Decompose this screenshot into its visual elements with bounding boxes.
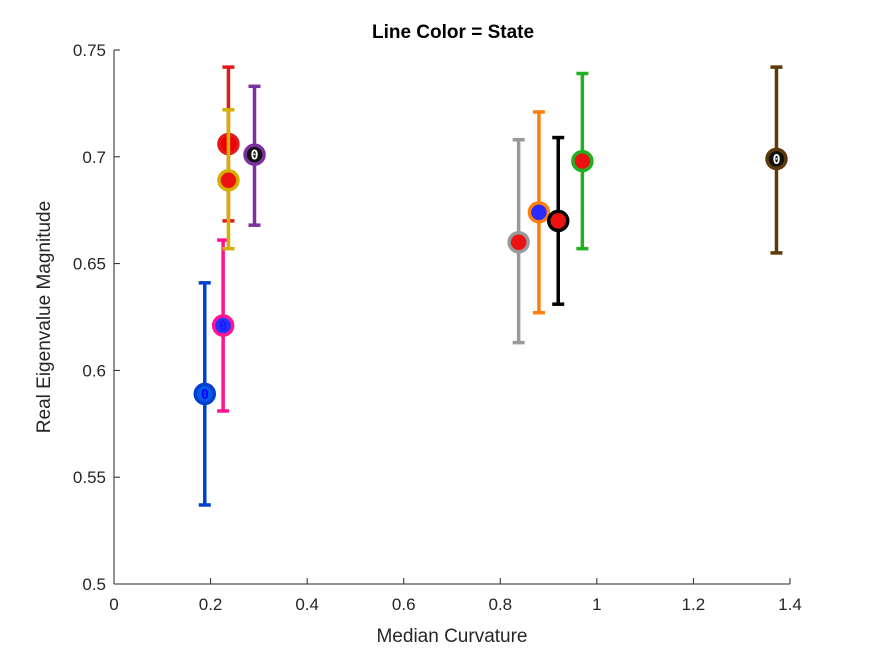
data-point-9: 0 [571, 71, 594, 251]
x-tick-label: 0.8 [488, 595, 512, 614]
x-tick-label: 0.2 [199, 595, 223, 614]
data-point-2: 0 [211, 238, 235, 413]
axes: 0 0.2 0.4 0.6 0.8 1 1.2 1.4 0.5 0.55 0.6 0.65 0.7 0.7… [73, 41, 802, 614]
y-axis-label: Real Eigenvalue Magnitude [34, 201, 55, 433]
data-marker [527, 201, 551, 224]
data-marker-label: 0 [251, 149, 259, 164]
data-marker [193, 382, 217, 406]
data-marker-label: 0 [578, 155, 586, 170]
data-marker [765, 147, 788, 171]
data-marker [217, 169, 240, 192]
data-point-8: 0 [546, 135, 570, 306]
y-tick-label: 0.6 [82, 361, 106, 380]
data-marker-label: 0 [773, 153, 781, 168]
x-tick-label: 0.6 [392, 595, 416, 614]
x-axis-label: Median Curvature [376, 626, 527, 647]
chart-title: Line Color = State [372, 22, 534, 43]
data-point-6: 0 [507, 137, 530, 345]
data-marker [546, 209, 570, 233]
data-marker [243, 143, 266, 166]
y-tick-label: 0.75 [73, 41, 106, 60]
y-tick-label: 0.5 [82, 575, 106, 594]
data-point-10: 0 [765, 65, 788, 255]
data-marker [507, 230, 530, 254]
x-tick-label: 1 [592, 595, 601, 614]
data-point-1: 0 [193, 281, 217, 507]
data-point-4: 0 [217, 108, 240, 251]
data-marker-label: 0 [201, 388, 209, 403]
y-tick-label: 0.7 [82, 148, 106, 167]
data-marker-label: 0 [554, 215, 562, 230]
y-tick-label: 0.55 [73, 468, 106, 487]
x-tick-label: 0 [109, 595, 118, 614]
y-tick-label: 0.65 [73, 255, 106, 274]
data-marker-label: 0 [219, 320, 227, 335]
data-marker [211, 314, 235, 337]
data-point-7: 0 [527, 110, 551, 315]
data-marker-label: 0 [535, 206, 543, 221]
data-marker-label: 0 [515, 236, 523, 251]
x-tick-label: 0.4 [295, 595, 319, 614]
x-tick-label: 1.4 [778, 595, 802, 614]
data-point-5: 0 [243, 84, 266, 227]
data-marker-label: 0 [225, 174, 233, 189]
data-marker [571, 149, 594, 173]
x-tick-label: 1.2 [682, 595, 706, 614]
